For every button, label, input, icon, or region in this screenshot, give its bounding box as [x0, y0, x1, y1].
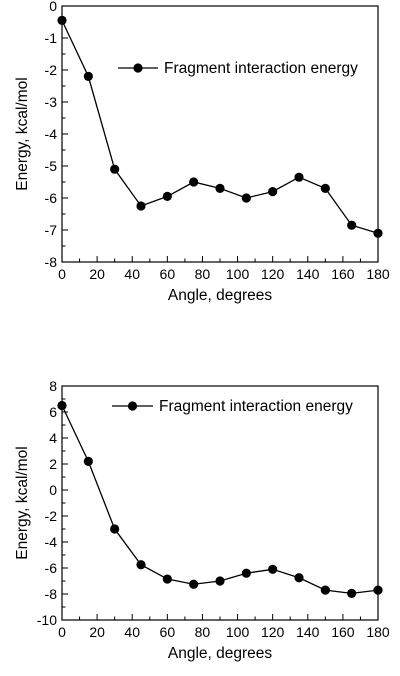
series-line [61, 20, 379, 234]
chart-bottom: 0 20 40 60 80 100 120 140 160 18086420-2-4-6-8-10… [14, 378, 390, 662]
plot-frame [61, 5, 379, 263]
x-axis-label: Angle, degrees [168, 287, 273, 304]
y-tick-label: -8 [45, 254, 58, 270]
y-tick-label: 2 [49, 456, 57, 472]
legend-marker [133, 63, 143, 73]
legend-marker [127, 401, 138, 411]
data-point [373, 585, 383, 595]
legend-label: Fragment interaction energy [164, 60, 358, 77]
x-tick-label: 80 [195, 266, 211, 282]
y-tick-label: -2 [45, 508, 58, 524]
data-point [320, 585, 330, 595]
y-tick-label: -7 [45, 222, 58, 238]
data-point [83, 456, 93, 466]
y-tick-label: -4 [45, 126, 58, 142]
y-tick-label: -5 [45, 158, 58, 174]
data-point [294, 172, 304, 182]
data-point [162, 574, 172, 584]
data-point [83, 71, 93, 81]
data-point [268, 564, 278, 574]
x-tick-label: 60 [160, 266, 176, 282]
x-tick-label: 0 [58, 266, 66, 282]
x-tick-label: 40 [124, 624, 140, 640]
x-tick-label: 100 [226, 266, 250, 282]
data-point [136, 560, 146, 570]
legend-label: Fragment interaction energy [159, 398, 353, 415]
series-line [61, 405, 379, 595]
y-tick-label: 8 [49, 378, 57, 394]
x-tick-label: 40 [124, 266, 140, 282]
y-tick-label: -3 [45, 94, 58, 110]
data-point [110, 524, 120, 534]
x-tick-label: 120 [261, 266, 285, 282]
y-tick-label: -10 [37, 612, 57, 628]
data-point [347, 220, 357, 230]
data-point [294, 573, 304, 583]
x-tick-label: 140 [296, 624, 320, 640]
x-tick-label: 100 [226, 624, 250, 640]
data-point [189, 177, 199, 187]
y-tick-label: -2 [45, 62, 58, 78]
chart-top: 0 20 40 60 80 100 120 140 160 180 0 -1 -2 -3 -4 -5 -6 -7 -… [14, 0, 390, 304]
x-tick-label: 160 [331, 266, 355, 282]
y-tick-label: -1 [45, 30, 58, 46]
data-point [162, 191, 172, 201]
data-point [57, 400, 67, 411]
data-point [110, 164, 120, 174]
data-point [241, 568, 251, 578]
x-tick-label: 180 [366, 266, 390, 282]
y-tick-label: 4 [49, 430, 57, 446]
data-point [268, 187, 278, 197]
y-tick-label: -4 [45, 534, 58, 550]
data-point [320, 183, 330, 193]
x-tick-label: 0 [58, 624, 66, 640]
data-point [136, 201, 146, 211]
data-point [215, 576, 225, 586]
x-tick-label: 160 [331, 624, 355, 640]
data-point [241, 193, 251, 203]
x-tick-label: 60 [160, 624, 176, 640]
y-tick-label: 0 [49, 0, 57, 14]
x-tick-label: 80 [195, 624, 211, 640]
data-point [373, 228, 383, 238]
x-axis-label: Angle, degrees [168, 645, 273, 662]
y-axis-label: Energy, kcal/mol [14, 446, 31, 559]
data-point [347, 588, 357, 598]
y-tick-label: -6 [45, 190, 58, 206]
y-tick-label: -6 [45, 560, 58, 576]
x-tick-label: 20 [89, 624, 105, 640]
x-tick-label: 140 [296, 266, 320, 282]
data-point [215, 183, 225, 193]
y-tick-label: 0 [49, 482, 57, 498]
x-tick-label: 120 [261, 624, 285, 640]
y-tick-label: 6 [49, 404, 57, 420]
y-tick-label: -8 [45, 586, 58, 602]
x-tick-label: 180 [366, 624, 390, 640]
data-point [189, 579, 199, 589]
data-point [57, 15, 67, 25]
x-tick-label: 20 [89, 266, 105, 282]
y-axis-label: Energy, kcal/mol [14, 77, 31, 190]
